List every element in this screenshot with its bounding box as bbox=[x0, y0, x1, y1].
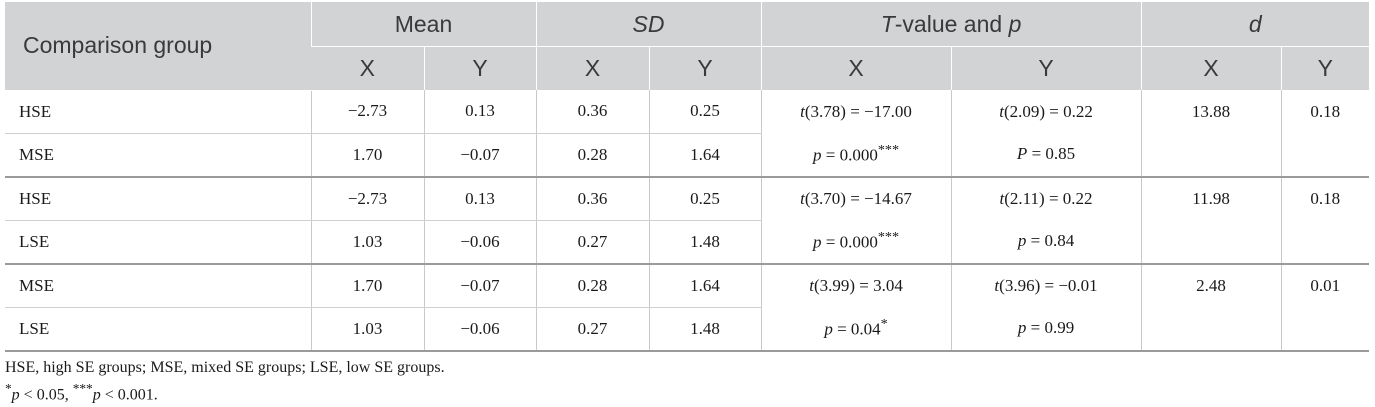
table-footnotes: HSE, high SE groups; MSE, mixed SE group… bbox=[5, 357, 445, 405]
cell-d-y-empty bbox=[1280, 220, 1370, 265]
cell-mean-y: −0.07 bbox=[423, 133, 537, 178]
cell-group: MSE bbox=[5, 133, 311, 178]
cell-sd-y: 1.48 bbox=[648, 307, 762, 352]
results-table: Comparison group Mean SD T-value and p d… bbox=[5, 2, 1370, 352]
table-row: HSE −2.73 0.13 0.36 0.25 t(3.78) = −17.0… bbox=[5, 90, 1370, 134]
cell-mean-x: 1.70 bbox=[310, 263, 424, 308]
header-d-y: Y bbox=[1280, 46, 1370, 90]
cell-mean-y: 0.13 bbox=[423, 176, 537, 221]
cell-mean-y: −0.07 bbox=[423, 263, 537, 308]
cell-group: LSE bbox=[5, 220, 311, 265]
cell-group: MSE bbox=[5, 263, 311, 308]
cell-sd-x: 0.27 bbox=[535, 307, 650, 352]
cell-d-x-empty bbox=[1140, 220, 1282, 265]
header-mean: Mean bbox=[310, 2, 537, 47]
cell-p-y: P = 0.85 bbox=[950, 133, 1142, 178]
cell-t-x: t(3.99) = 3.04 bbox=[760, 263, 952, 307]
cell-p-y: p = 0.99 bbox=[950, 307, 1142, 352]
cell-t-y: t(2.09) = 0.22 bbox=[950, 90, 1142, 133]
cell-group: LSE bbox=[5, 307, 311, 352]
cell-mean-y: −0.06 bbox=[423, 220, 537, 265]
cell-d-x-empty bbox=[1140, 133, 1282, 178]
cell-t-x: t(3.70) = −14.67 bbox=[760, 176, 952, 220]
cell-d-x-empty bbox=[1140, 307, 1282, 352]
header-sd: SD bbox=[535, 2, 762, 47]
cell-sd-y: 1.64 bbox=[648, 133, 762, 178]
table-row: LSE 1.03 −0.06 0.27 1.48 p = 0.000*** p … bbox=[5, 220, 1370, 265]
cell-sd-x: 0.28 bbox=[535, 263, 650, 308]
cell-t-y: t(3.96) = −0.01 bbox=[950, 263, 1142, 307]
cell-sd-x: 0.36 bbox=[535, 90, 650, 134]
cell-t-x: t(3.78) = −17.00 bbox=[760, 90, 952, 133]
cell-mean-x: 1.03 bbox=[310, 220, 424, 265]
header-sd-y: Y bbox=[648, 46, 762, 90]
cell-p-x: p = 0.000*** bbox=[760, 220, 952, 265]
cell-sd-y: 1.48 bbox=[648, 220, 762, 265]
cell-p-y: p = 0.84 bbox=[950, 220, 1142, 265]
header-d: d bbox=[1140, 2, 1370, 47]
cell-t-y: t(2.11) = 0.22 bbox=[950, 176, 1142, 220]
cell-sd-x: 0.36 bbox=[535, 176, 650, 221]
cell-d-x: 2.48 bbox=[1140, 263, 1282, 307]
cell-mean-x: −2.73 bbox=[310, 90, 424, 134]
header-t-x: X bbox=[760, 46, 952, 90]
cell-sd-y: 0.25 bbox=[648, 90, 762, 134]
cell-mean-x: 1.03 bbox=[310, 307, 424, 352]
header-mean-x: X bbox=[311, 46, 424, 90]
cell-sd-y: 1.64 bbox=[648, 263, 762, 308]
cell-group: HSE bbox=[5, 90, 311, 134]
table-row: MSE 1.70 −0.07 0.28 1.64 p = 0.000*** P … bbox=[5, 133, 1370, 178]
cell-group: HSE bbox=[5, 176, 311, 221]
cell-d-y-empty bbox=[1280, 307, 1370, 352]
cell-mean-x: 1.70 bbox=[310, 133, 424, 178]
table-row: LSE 1.03 −0.06 0.27 1.48 p = 0.04* p = 0… bbox=[5, 307, 1370, 352]
cell-d-y: 0.01 bbox=[1280, 263, 1370, 307]
header-t-y: Y bbox=[950, 46, 1142, 90]
cell-d-x: 11.98 bbox=[1140, 176, 1282, 220]
cell-d-y-empty bbox=[1280, 133, 1370, 178]
header-mean-y: Y bbox=[423, 46, 537, 90]
cell-d-y: 0.18 bbox=[1280, 176, 1370, 220]
header-sd-x: X bbox=[535, 46, 650, 90]
cell-mean-x: −2.73 bbox=[310, 176, 424, 221]
table-row: MSE 1.70 −0.07 0.28 1.64 t(3.99) = 3.04 … bbox=[5, 263, 1370, 308]
cell-p-x: p = 0.04* bbox=[760, 307, 952, 352]
cell-sd-y: 0.25 bbox=[648, 176, 762, 221]
cell-mean-y: −0.06 bbox=[423, 307, 537, 352]
cell-sd-x: 0.27 bbox=[535, 220, 650, 265]
footnote-significance: *p < 0.05, ***p < 0.001. bbox=[5, 381, 158, 404]
footnote-abbreviations: HSE, high SE groups; MSE, mixed SE group… bbox=[5, 359, 445, 376]
header-tvalue: T-value and p bbox=[760, 2, 1142, 47]
header-d-x: X bbox=[1140, 46, 1282, 90]
cell-sd-x: 0.28 bbox=[535, 133, 650, 178]
cell-mean-y: 0.13 bbox=[423, 90, 537, 134]
cell-d-y: 0.18 bbox=[1280, 90, 1370, 133]
cell-p-x: p = 0.000*** bbox=[760, 133, 952, 178]
cell-d-x: 13.88 bbox=[1140, 90, 1282, 133]
table-row: HSE −2.73 0.13 0.36 0.25 t(3.70) = −14.6… bbox=[5, 176, 1370, 221]
header-comparison-group: Comparison group bbox=[5, 2, 311, 91]
